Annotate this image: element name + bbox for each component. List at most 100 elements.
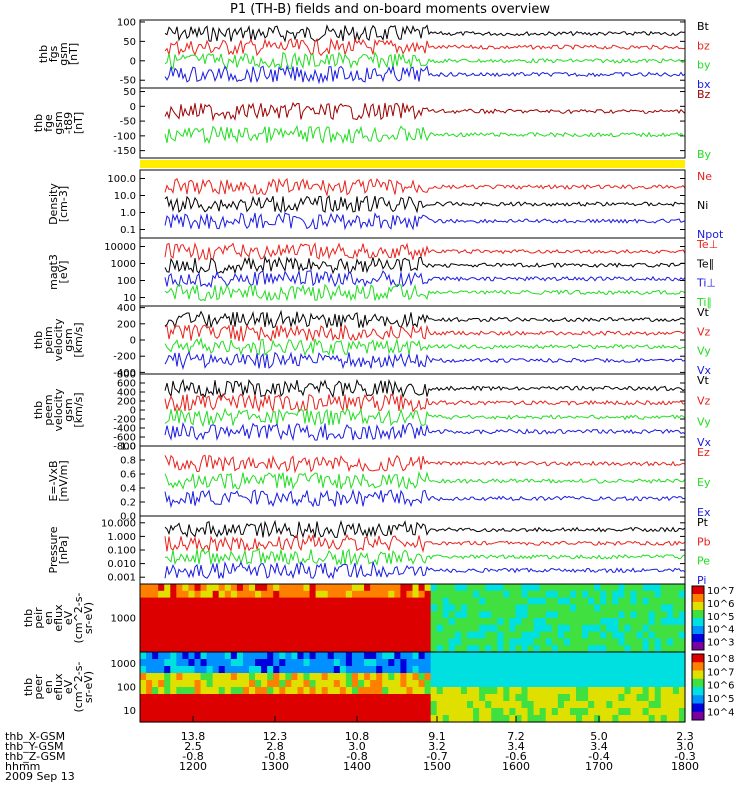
heatmap-cell [224, 694, 232, 702]
heatmap-cell [654, 715, 662, 723]
heatmap-cell [400, 584, 408, 592]
heatmap-cell [200, 631, 208, 639]
heatmap-cell [376, 715, 383, 723]
heatmap-cell [594, 701, 601, 709]
heatmap-cell [618, 673, 626, 681]
heatmap-cell [503, 680, 510, 688]
heatmap-cell [533, 687, 541, 695]
heatmap-cell [309, 673, 317, 681]
heatmap-cell [563, 645, 571, 653]
heatmap-cell [497, 645, 504, 653]
y-axis-label: [km/s] [72, 322, 85, 357]
heatmap-cell [533, 715, 541, 723]
heatmap-cell [400, 659, 408, 667]
heatmap-cell [152, 618, 159, 626]
heatmap-cell [382, 687, 389, 695]
heatmap-cell [400, 715, 408, 723]
heatmap-cell [660, 666, 668, 674]
y-axis-label: gsm [57, 42, 70, 65]
heatmap-cell [333, 715, 341, 723]
series-line-Vy [164, 336, 685, 357]
heatmap-cell [376, 666, 383, 674]
heatmap-cell [236, 597, 244, 605]
heatmap-cell [582, 597, 589, 605]
heatmap-cell [569, 673, 577, 681]
heatmap-cell [606, 715, 613, 723]
heatmap-cell [654, 645, 662, 653]
heatmap-cell [436, 584, 444, 592]
heatmap-cell [376, 604, 383, 612]
heatmap-cell [218, 715, 226, 723]
heatmap-cell [188, 604, 196, 612]
heatmap-cell [588, 631, 595, 639]
heatmap-cell [273, 590, 280, 599]
heatmap-cell [563, 652, 571, 660]
y-tick-label: 0.2 [120, 498, 136, 509]
heatmap-cell [545, 715, 553, 723]
heatmap-cell [164, 708, 171, 716]
heatmap-cell [158, 590, 165, 599]
y-axis-label: eflux [52, 673, 65, 701]
heatmap-cell [497, 673, 504, 681]
heatmap-cell [388, 590, 395, 599]
heatmap-cell [618, 652, 626, 660]
heatmap-cell [612, 715, 619, 723]
heatmap-cell [170, 673, 177, 681]
heatmap-cell [600, 701, 607, 709]
heatmap-cell [430, 680, 438, 688]
heatmap-cell [606, 687, 613, 695]
heatmap-cell [497, 666, 504, 674]
heatmap-cell [279, 590, 286, 599]
heatmap-cell [394, 611, 401, 619]
heatmap-cell [497, 715, 504, 723]
heatmap-cell [618, 597, 626, 605]
heatmap-cell [152, 638, 159, 646]
heatmap-cell [503, 604, 510, 612]
figure-title: P1 (TH-B) fields and on-board moments ov… [230, 2, 550, 17]
heatmap-cell [521, 624, 529, 633]
heatmap-cell [333, 604, 341, 612]
heatmap-cell [569, 631, 577, 639]
heatmap-cell [267, 631, 274, 639]
heatmap-cell [624, 645, 632, 653]
heatmap-cell [364, 624, 371, 633]
heatmap-cell [497, 631, 504, 639]
heatmap-cell [424, 701, 432, 709]
heatmap-cell [594, 694, 601, 702]
heatmap-cell [430, 687, 438, 695]
heatmap-cell [557, 584, 565, 592]
colorbar-segment [692, 711, 704, 721]
heatmap-cell [315, 645, 323, 653]
heatmap-cell [303, 631, 311, 639]
ephemeris-value: 1200 [179, 760, 207, 773]
heatmap-cell [188, 652, 196, 660]
heatmap-cell [527, 666, 535, 674]
heatmap-cell [588, 666, 595, 674]
heatmap-cell [672, 597, 680, 605]
heatmap-cell [249, 687, 256, 695]
heatmap-cell [666, 584, 674, 592]
heatmap-cell [545, 584, 553, 592]
heatmap-cell [158, 659, 165, 667]
heatmap-cell [418, 708, 426, 716]
heatmap-cell [285, 624, 292, 633]
heatmap-cell [424, 631, 432, 639]
heatmap-cell [612, 659, 619, 667]
heatmap-cell [569, 597, 577, 605]
heatmap-cell [400, 666, 408, 674]
heatmap-cell [576, 597, 583, 605]
heatmap-cell [176, 694, 183, 702]
heatmap-cell [194, 638, 202, 646]
heatmap-cell [206, 652, 214, 660]
colorbar-segment [692, 670, 704, 680]
heatmap-cell [527, 631, 535, 639]
heatmap-cell [467, 715, 474, 723]
heatmap-cell [206, 715, 214, 723]
heatmap-cell [576, 673, 583, 681]
heatmap-cell [261, 618, 268, 626]
heatmap-cell [194, 590, 202, 599]
heatmap-cell [430, 715, 438, 723]
heatmap-cell [533, 673, 541, 681]
heatmap-cell [188, 701, 196, 709]
heatmap-cell [242, 659, 250, 667]
